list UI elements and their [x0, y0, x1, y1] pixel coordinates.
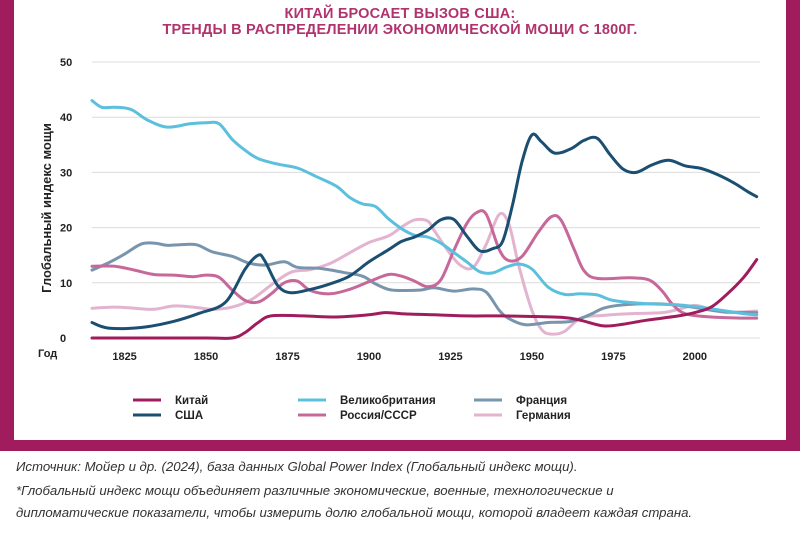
- y-tick-label: 10: [60, 278, 72, 290]
- y-tick-label: 30: [60, 167, 72, 179]
- y-tick-label: 0: [60, 333, 66, 345]
- series-line: [90, 211, 759, 336]
- x-tick-label: 1875: [275, 351, 299, 363]
- legend-label: Франция: [516, 395, 567, 407]
- footnote-line1: *Глобальный индекс мощи объединяет разли…: [16, 483, 614, 498]
- legend-label: Великобритания: [340, 395, 436, 407]
- series-line: [90, 241, 759, 327]
- y-tick-label: 40: [60, 112, 72, 124]
- x-tick-label: 1825: [112, 351, 136, 363]
- x-tick-label: 1925: [438, 351, 462, 363]
- x-tick-label: 2000: [683, 351, 707, 363]
- series-line: [90, 99, 759, 317]
- source-text: Источник: Мойер и др. (2024), база данны…: [16, 459, 578, 474]
- power-index-chart: 0 10 20 30 40 50 1825 1850 1875 1900 1925 1950 1975 2…: [38, 57, 760, 422]
- legend-label: Германия: [516, 410, 571, 422]
- series-line: [90, 258, 759, 340]
- x-tick-label: 1850: [194, 351, 218, 363]
- legend-label: Россия/СССР: [340, 410, 417, 422]
- y-tick-label: 20: [60, 223, 72, 235]
- x-tick-label: 1900: [357, 351, 381, 363]
- legend-label: Китай: [175, 395, 208, 407]
- series-line: [90, 132, 759, 331]
- y-axis-label: Глобальный индекс мощи: [39, 123, 54, 293]
- legend-label: США: [175, 410, 203, 422]
- chart-panel: [14, 0, 786, 440]
- series-line: [90, 209, 759, 320]
- chart-title-line2: ТРЕНДЫ В РАСПРЕДЕЛЕНИИ ЭКОНОМИЧЕСКОЙ МОЩ…: [162, 22, 638, 38]
- x-tick-label: 1950: [520, 351, 544, 363]
- chart-title-line1: КИТАЙ БРОСАЕТ ВЫЗОВ США:: [284, 6, 516, 22]
- footnote-line2: дипломатические показатели, чтобы измери…: [16, 505, 693, 520]
- x-tick-label: 1975: [601, 351, 625, 363]
- x-axis-label: Год: [38, 348, 57, 360]
- y-tick-label: 50: [60, 57, 72, 69]
